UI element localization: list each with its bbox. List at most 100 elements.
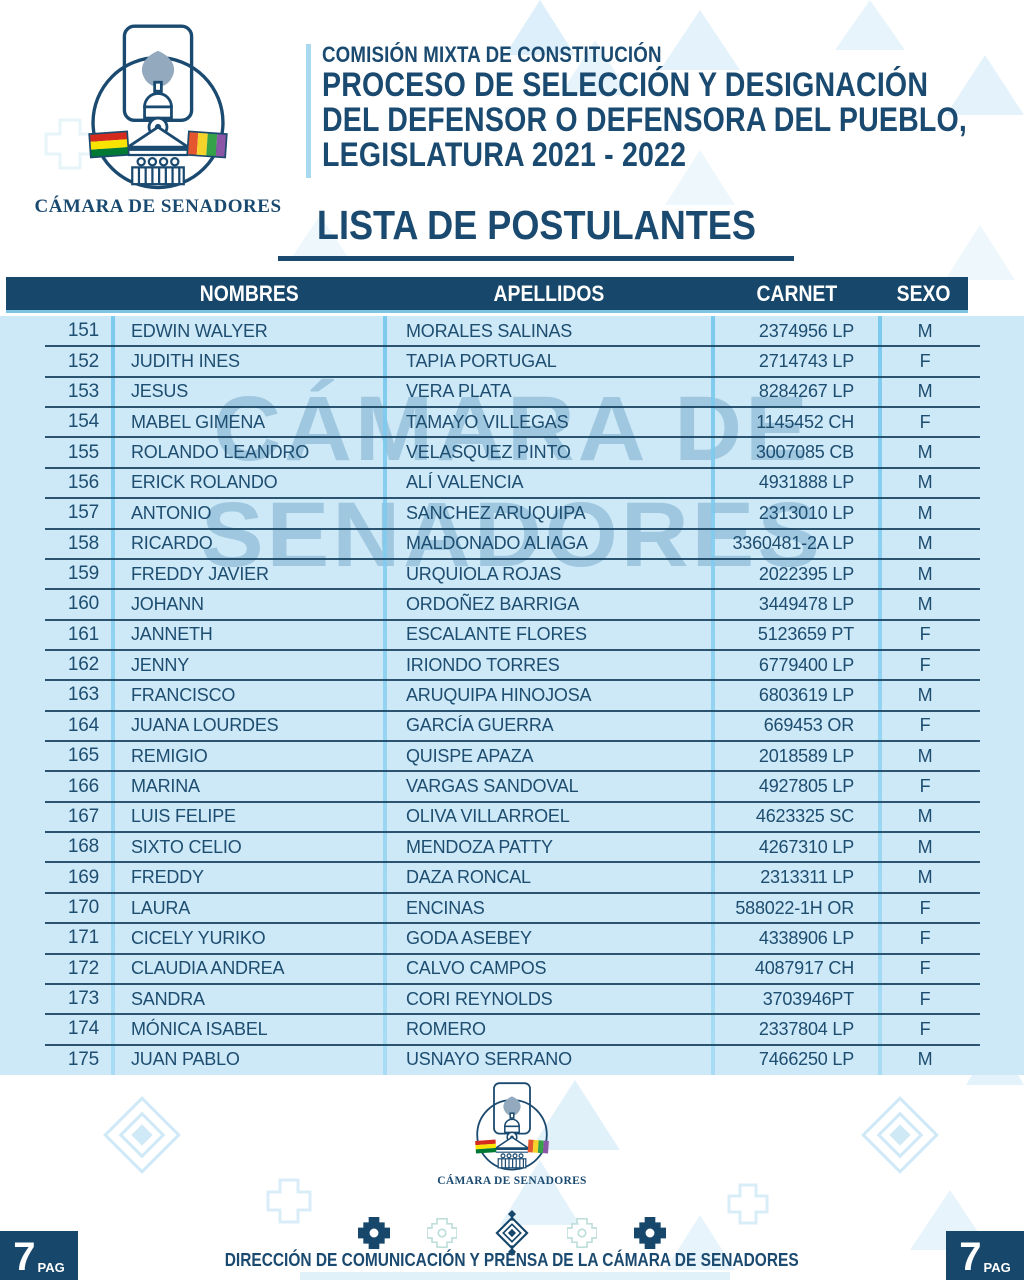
cell-carnet: 1145452 CH: [756, 411, 854, 432]
cell-apellidos: URQUIOLA ROJAS: [406, 563, 562, 584]
row-number: 152: [67, 350, 99, 372]
chakana-solid-icon: [634, 1217, 666, 1249]
cell-apellidos: VELASQUEZ PINTO: [406, 442, 571, 463]
column-divider: [711, 316, 715, 1075]
row-number: 156: [67, 471, 99, 493]
cell-carnet: 2714743 LP: [758, 351, 854, 372]
cell-apellidos: OLIVA VILLARROEL: [406, 806, 570, 827]
cell-sexo: M: [917, 533, 933, 554]
cell-sexo: M: [917, 806, 933, 827]
column-divider: [111, 316, 115, 1075]
row-number: 170: [67, 897, 99, 918]
table-row: 163 FRANCISCO ARUQUIPA HINOJOSA 6803619 …: [0, 680, 1024, 713]
chakana-outline-icon: [567, 1218, 597, 1248]
row-number: 173: [67, 988, 99, 1010]
cell-apellidos: GODA ASEBEY: [406, 927, 532, 948]
cell-apellidos: ESCALANTE FLORES: [406, 624, 587, 645]
row-number: 166: [67, 775, 99, 797]
cell-nombres: RICARDO: [131, 533, 213, 554]
cell-carnet: 4927805 LP: [758, 776, 854, 797]
commission-title: COMISIÓN MIXTA DE CONSTITUCIÓN: [322, 42, 662, 67]
header-title-block: COMISIÓN MIXTA DE CONSTITUCIÓN PROCESO D…: [322, 42, 1024, 173]
cell-carnet: 4931888 LP: [758, 472, 854, 493]
cell-carnet: 5123659 PT: [757, 624, 854, 645]
cell-sexo: F: [919, 654, 931, 675]
senate-logo: CÁMARA DE SENADORES: [28, 24, 288, 218]
process-title-line-1: PROCESO DE SELECCIÓN Y DESIGNACIÓN: [322, 66, 929, 104]
cell-carnet: 3007085 CB: [755, 442, 854, 463]
cell-nombres: FRANCISCO: [131, 684, 236, 705]
cell-sexo: M: [917, 320, 933, 341]
footer-senate-logo: CÁMARA DE SENADORES: [412, 1082, 612, 1187]
cell-carnet: 2374956 LP: [758, 320, 854, 341]
table-row: 173 SANDRA CORI REYNOLDS 3703946PT F: [0, 984, 1024, 1016]
cell-carnet: 3360481-2A LP: [732, 533, 854, 554]
cell-carnet: 6779400 LP: [758, 654, 854, 675]
table-row: 159 FREDDY JAVIER URQUIOLA ROJAS 2022395…: [0, 559, 1024, 591]
table-row: 156 ERICK ROLANDO ALÍ VALENCIA 4931888 L…: [0, 468, 1024, 500]
table-row: 175 JUAN PABLO USNAYO SERRANO 7466250 LP…: [0, 1045, 1024, 1075]
cell-carnet: 3449478 LP: [758, 593, 854, 614]
row-number: 161: [67, 623, 99, 645]
cell-apellidos: IRIONDO TORRES: [406, 654, 560, 675]
cell-carnet: 4267310 LP: [758, 836, 854, 857]
cell-apellidos: MORALES SALINAS: [406, 320, 573, 341]
table-row: 151 EDWIN WALYER MORALES SALINAS 2374956…: [0, 316, 1024, 348]
row-number: 174: [67, 1018, 99, 1040]
page-label: PAG: [983, 1260, 1011, 1275]
cell-apellidos: CALVO CAMPOS: [406, 958, 547, 979]
cell-nombres: LAURA: [131, 897, 191, 918]
cell-sexo: M: [917, 836, 933, 857]
row-number: 175: [67, 1048, 99, 1070]
senate-logo-icon: [88, 24, 228, 190]
cell-sexo: F: [919, 988, 931, 1009]
cell-sexo: F: [919, 927, 931, 948]
cell-apellidos: ORDOÑEZ BARRIGA: [406, 593, 580, 614]
cell-apellidos: QUISPE APAZA: [406, 745, 534, 766]
list-title: LISTA DE POSTULANTES: [316, 202, 756, 248]
table-header-row: NOMBRES APELLIDOS CARNET SEXO: [6, 277, 968, 313]
column-header-nombres: NOMBRES: [199, 280, 299, 306]
cell-nombres: JANNETH: [131, 624, 213, 645]
cell-nombres: JUANA LOURDES: [131, 715, 279, 736]
cell-nombres: JESUS: [131, 381, 189, 402]
footer-ornaments: [0, 1210, 1024, 1256]
list-title-underline: LISTA DE POSTULANTES: [278, 202, 794, 261]
process-title-line-3: LEGISLATURA 2021 - 2022: [322, 136, 687, 174]
row-number: 169: [67, 866, 99, 888]
cell-nombres: MARINA: [131, 776, 200, 797]
cell-nombres: CLAUDIA ANDREA: [131, 958, 285, 979]
row-number: 168: [67, 836, 99, 858]
cell-carnet: 2313010 LP: [758, 502, 854, 523]
column-divider: [383, 316, 387, 1075]
cell-sexo: F: [919, 958, 931, 979]
cell-nombres: MABEL GIMENA: [131, 411, 265, 432]
cell-sexo: M: [917, 472, 933, 493]
row-number: 171: [67, 927, 99, 949]
cell-nombres: JOHANN: [131, 593, 204, 614]
cell-carnet: 2313311 LP: [760, 867, 854, 888]
cell-nombres: FREDDY: [131, 867, 204, 888]
cell-sexo: M: [917, 381, 933, 402]
table-row: 169 FREDDY DAZA RONCAL 2313311 LP M: [0, 862, 1024, 895]
row-number: 172: [67, 957, 99, 979]
cell-nombres: JENNY: [131, 654, 190, 675]
table-row: 165 REMIGIO QUISPE APAZA 2018589 LP M: [0, 741, 1024, 773]
cell-carnet: 3703946PT: [762, 988, 854, 1009]
cell-sexo: M: [917, 684, 933, 705]
row-number: 167: [67, 805, 99, 827]
table-row: 161 JANNETH ESCALANTE FLORES 5123659 PT …: [0, 620, 1024, 652]
table-row: 153 JESUS VERA PLATA 8284267 LP M: [0, 377, 1024, 409]
cell-nombres: MÓNICA ISABEL: [131, 1018, 268, 1039]
row-number: 160: [67, 593, 99, 615]
table-row: 162 JENNY IRIONDO TORRES 6779400 LP F: [0, 650, 1024, 682]
row-number: 155: [67, 441, 99, 463]
cell-sexo: F: [919, 1018, 931, 1039]
cell-apellidos: TAPIA PORTUGAL: [406, 351, 557, 372]
cell-carnet: 6803619 LP: [758, 684, 854, 705]
cell-apellidos: USNAYO SERRANO: [406, 1049, 572, 1070]
cell-carnet: 669453 OR: [763, 715, 854, 736]
cell-carnet: 8284267 LP: [758, 381, 854, 402]
cell-carnet: 4623325 SC: [755, 806, 854, 827]
